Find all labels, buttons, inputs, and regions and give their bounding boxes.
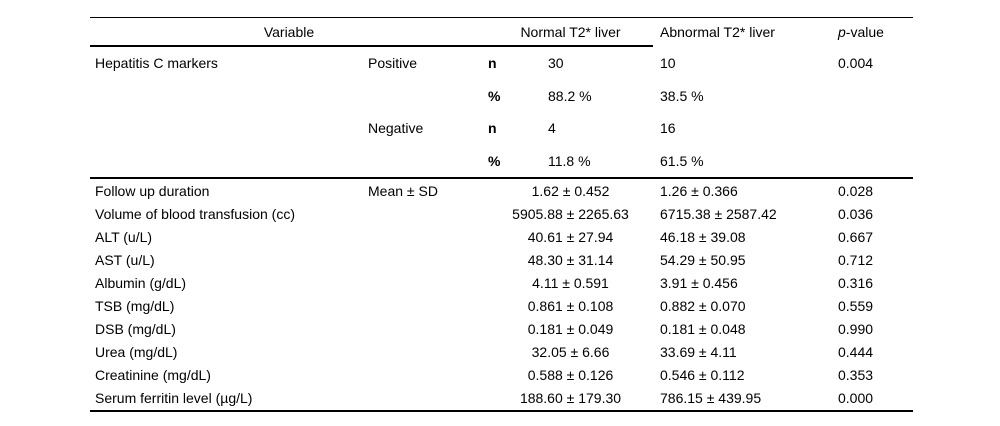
cell-abnormal-value: 61.5 % bbox=[660, 152, 704, 169]
cell-p-value: 0.353 bbox=[838, 367, 874, 384]
cell-variable: ALT (u/L) bbox=[95, 228, 153, 245]
cell-abnormal-value: 33.69 ± 4.11 bbox=[660, 344, 737, 361]
table-row: Serum ferritin level (µg/L) 188.60 ± 179… bbox=[90, 387, 913, 410]
table-bottom-rule bbox=[90, 409, 913, 412]
cell-p-value: 0.667 bbox=[838, 228, 874, 245]
cell-abnormal-value: 0.181 ± 0.048 bbox=[660, 321, 746, 338]
table-header-row: Variable Normal T2* liver Abnormal T2* l… bbox=[90, 18, 913, 45]
table-row: Negative n 4 16 bbox=[90, 112, 913, 145]
cell-variable: Urea (mg/dL) bbox=[95, 344, 178, 361]
cell-normal-value: 11.8 % bbox=[548, 152, 591, 169]
cell-stat-label: % bbox=[488, 87, 501, 104]
cell-p-value: 0.028 bbox=[838, 182, 874, 199]
table-row: Follow up duration Mean ± SD 1.62 ± 0.45… bbox=[90, 179, 913, 202]
cell-p-value: 0.990 bbox=[838, 321, 874, 338]
cell-normal-value: 88.2 % bbox=[548, 87, 592, 104]
cell-abnormal-value: 0.882 ± 0.070 bbox=[660, 298, 746, 315]
table-row: AST (u/L) 48.30 ± 31.14 54.29 ± 50.95 0.… bbox=[90, 248, 913, 271]
cell-abnormal-value: 16 bbox=[660, 120, 676, 137]
table-row: Urea (mg/dL) 32.05 ± 6.66 33.69 ± 4.11 0… bbox=[90, 341, 913, 364]
cell-variable: Creatinine (mg/dL) bbox=[95, 367, 211, 384]
header-p-value: p-value bbox=[838, 25, 913, 39]
table-top-rule bbox=[90, 17, 913, 18]
cell-abnormal-value: 6715.38 ± 2587.42 bbox=[660, 205, 777, 222]
cell-p-value: 0.004 bbox=[838, 55, 874, 72]
table-row: ALT (u/L) 40.61 ± 27.94 46.18 ± 39.08 0.… bbox=[90, 225, 913, 248]
cell-abnormal-value: 786.15 ± 439.95 bbox=[660, 390, 762, 407]
table-row: TSB (mg/dL) 0.861 ± 0.108 0.882 ± 0.070 … bbox=[90, 294, 913, 317]
cell-p-value: 0.000 bbox=[838, 390, 874, 407]
cell-normal-value: 4 bbox=[548, 120, 556, 137]
p-value-italic-p: p bbox=[838, 23, 846, 40]
cell-normal-value: 0.181 ± 0.049 bbox=[527, 321, 614, 338]
cell-normal-value: 188.60 ± 179.30 bbox=[519, 390, 622, 407]
cell-variable: AST (u/L) bbox=[95, 251, 155, 268]
cell-p-value: 0.316 bbox=[838, 274, 874, 291]
table-row: DSB (mg/dL) 0.181 ± 0.049 0.181 ± 0.048 … bbox=[90, 318, 913, 341]
cell-stat-label: % bbox=[488, 152, 501, 169]
header-abnormal-t2-liver: Abnormal T2* liver bbox=[660, 23, 775, 40]
table-row: % 88.2 % 38.5 % bbox=[90, 80, 913, 113]
cell-subgroup: Negative bbox=[368, 120, 424, 137]
cell-subgroup: Positive bbox=[368, 55, 418, 72]
cell-abnormal-value: 54.29 ± 50.95 bbox=[660, 251, 746, 268]
cell-normal-value: 40.61 ± 27.94 bbox=[527, 228, 614, 245]
cell-variable: Hepatitis C markers bbox=[95, 55, 218, 72]
cell-p-value: 0.559 bbox=[838, 298, 874, 315]
cell-normal-value: 5905.88 ± 2265.63 bbox=[512, 205, 629, 222]
cell-variable: Serum ferritin level (µg/L) bbox=[95, 390, 253, 407]
results-table: Variable Normal T2* liver Abnormal T2* l… bbox=[90, 17, 913, 412]
cell-abnormal-value: 46.18 ± 39.08 bbox=[660, 228, 746, 245]
header-normal-t2-liver: Normal T2* liver bbox=[520, 23, 621, 40]
cell-variable: Follow up duration bbox=[95, 182, 210, 199]
cell-normal-value: 4.11 ± 0.591 bbox=[532, 274, 609, 291]
cell-abnormal-value: 3.91 ± 0.456 bbox=[660, 274, 738, 291]
cell-normal-value: 0.861 ± 0.108 bbox=[527, 298, 614, 315]
table-row: Hepatitis C markers Positive n 30 10 0.0… bbox=[90, 47, 913, 80]
table-row: Albumin (g/dL) 4.11 ± 0.591 3.91 ± 0.456… bbox=[90, 271, 913, 294]
cell-p-value: 0.036 bbox=[838, 205, 874, 222]
cell-variable: Albumin (g/dL) bbox=[95, 274, 187, 291]
cell-normal-value: 32.05 ± 6.66 bbox=[531, 344, 610, 361]
header-underline-rule bbox=[90, 45, 653, 47]
header-variable: Variable bbox=[263, 23, 315, 40]
cell-abnormal-value: 38.5 % bbox=[660, 87, 704, 104]
table-row: Volume of blood transfusion (cc) 5905.88… bbox=[90, 202, 913, 225]
cell-normal-value: 1.62 ± 0.452 bbox=[531, 182, 610, 199]
cell-normal-value: 0.588 ± 0.126 bbox=[527, 367, 614, 384]
cell-variable: TSB (mg/dL) bbox=[95, 298, 175, 315]
cell-abnormal-value: 0.546 ± 0.112 bbox=[660, 367, 745, 384]
section-divider-rule bbox=[90, 177, 913, 179]
cell-variable: DSB (mg/dL) bbox=[95, 321, 176, 338]
table-row: Creatinine (mg/dL) 0.588 ± 0.126 0.546 ±… bbox=[90, 364, 913, 387]
cell-p-value: 0.712 bbox=[838, 251, 874, 268]
cell-abnormal-value: 1.26 ± 0.366 bbox=[660, 182, 738, 199]
cell-normal-value: 48.30 ± 31.14 bbox=[527, 251, 614, 268]
cell-variable: Volume of blood transfusion (cc) bbox=[95, 205, 295, 222]
cell-abnormal-value: 10 bbox=[660, 55, 676, 72]
cell-normal-value: 30 bbox=[548, 55, 564, 72]
p-value-suffix: -value bbox=[845, 23, 884, 40]
cell-p-value: 0.444 bbox=[838, 344, 874, 361]
cell-stat-label: n bbox=[488, 55, 497, 72]
table-row: % 11.8 % 61.5 % bbox=[90, 145, 913, 178]
cell-stat-label: n bbox=[488, 120, 497, 137]
cell-subgroup: Mean ± SD bbox=[368, 182, 438, 199]
